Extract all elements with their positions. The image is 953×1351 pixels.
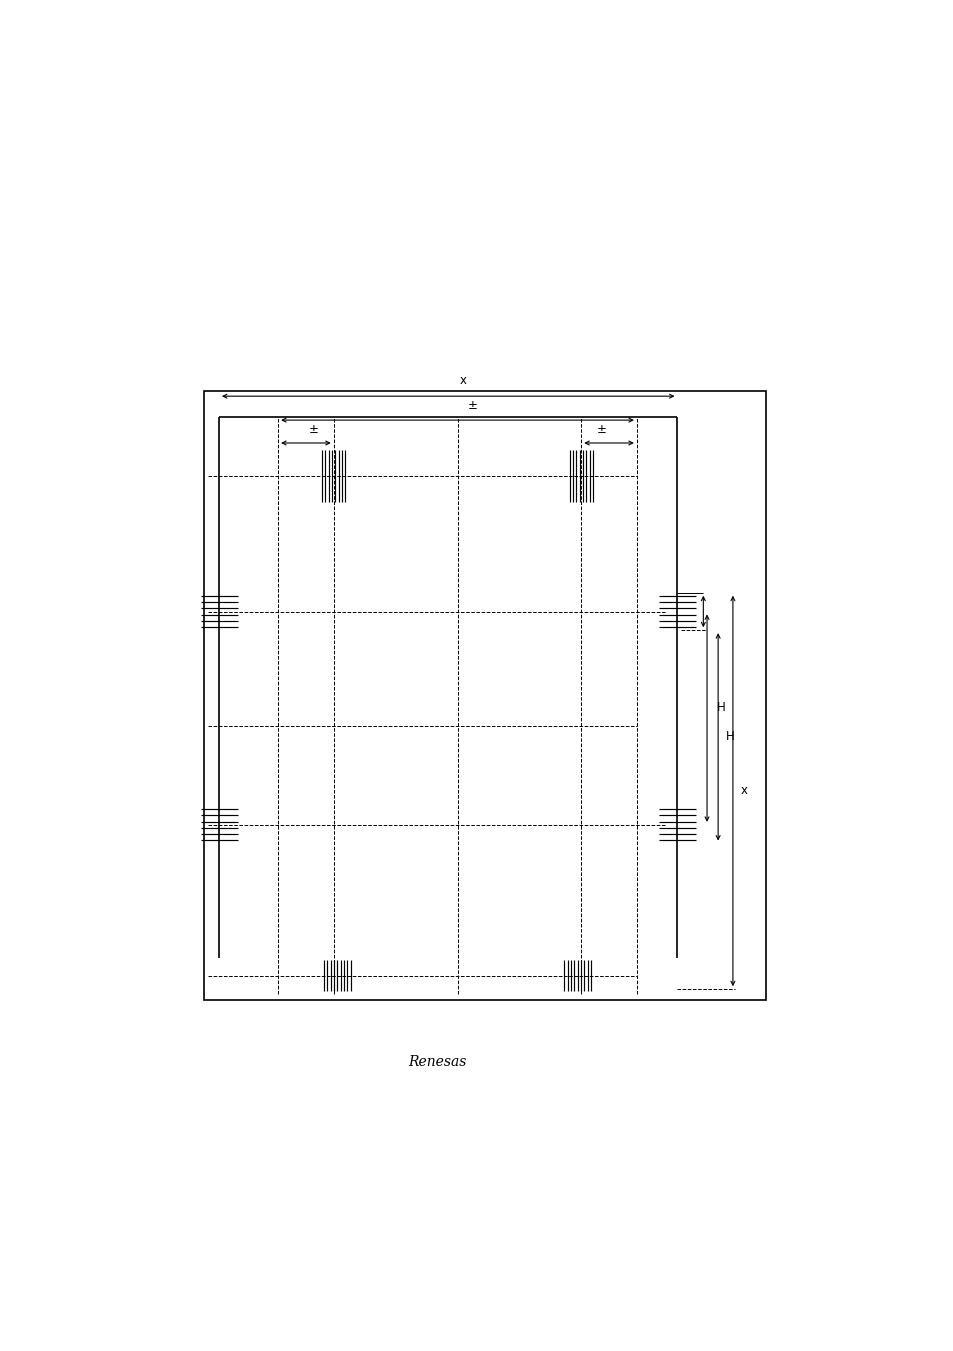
Text: H: H <box>724 731 734 743</box>
Text: Renesas: Renesas <box>408 1055 466 1069</box>
Text: ±: ± <box>597 423 606 436</box>
Bar <box>204 390 765 1000</box>
Text: ±: ± <box>467 399 476 412</box>
Text: H: H <box>716 701 724 715</box>
Text: x: x <box>459 374 466 386</box>
Text: ±: ± <box>308 423 318 436</box>
Text: x: x <box>740 785 746 797</box>
